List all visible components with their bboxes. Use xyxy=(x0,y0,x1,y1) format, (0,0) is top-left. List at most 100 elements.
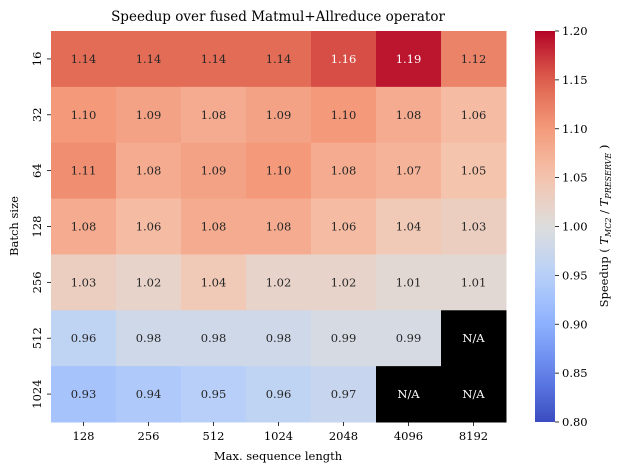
heatmap-cell xyxy=(311,142,377,200)
colorbar-tick-label: 0.90 xyxy=(562,317,588,331)
cell-value-label: 1.07 xyxy=(396,164,422,178)
cell-value-label: 1.09 xyxy=(266,108,292,122)
cell-value-label: 0.98 xyxy=(201,331,227,345)
colorbar-tick-label: 1.10 xyxy=(562,122,588,136)
cell-value-label: 0.98 xyxy=(136,331,162,345)
y-tick-label: 16 xyxy=(30,52,44,67)
y-tick-label: 1024 xyxy=(30,379,44,408)
heatmap-cell xyxy=(246,142,312,200)
heatmap-cell xyxy=(116,31,182,88)
heatmap-cell xyxy=(246,198,312,255)
x-tick-label: 8192 xyxy=(459,429,488,443)
heatmap-cell xyxy=(311,366,377,423)
heatmap-cell xyxy=(246,366,312,423)
cell-value-label: 1.10 xyxy=(266,164,292,178)
heatmap-cell xyxy=(181,198,247,255)
cell-value-label: 1.14 xyxy=(201,52,227,66)
cell-value-label: 1.06 xyxy=(461,108,487,122)
cell-value-label: 1.04 xyxy=(396,220,422,234)
cell-value-label: 1.19 xyxy=(396,52,422,66)
heatmap-cell xyxy=(51,366,117,423)
colorbar-label-t2: T xyxy=(597,197,611,206)
cell-value-label: 1.12 xyxy=(461,52,487,66)
cell-value-label: 0.93 xyxy=(71,387,97,401)
heatmap-cell xyxy=(181,142,247,200)
heatmap-cell xyxy=(116,310,182,367)
heatmap-cell xyxy=(181,254,247,311)
heatmap-cell xyxy=(181,86,247,144)
heatmap-cell xyxy=(181,310,247,367)
colorbar-tick-label: 1.15 xyxy=(562,73,588,87)
y-tick-label: 256 xyxy=(30,271,44,293)
y-axis: 16 32 64 128 256 512 1024 xyxy=(30,52,51,409)
heatmap-cell xyxy=(376,86,442,144)
x-axis: 128 256 512 1024 2048 4096 8192 xyxy=(73,422,488,443)
heatmap-cell xyxy=(376,366,442,423)
colorbar-tick-label: 0.80 xyxy=(562,415,588,429)
y-tick-label: 512 xyxy=(30,327,44,349)
cell-value-label: 1.09 xyxy=(201,164,227,178)
heatmap-cell xyxy=(441,310,507,367)
cell-value-label: 1.06 xyxy=(331,220,357,234)
cell-value-label: 1.14 xyxy=(136,52,162,66)
cell-value-label: 1.14 xyxy=(71,52,97,66)
heatmap-cell xyxy=(311,86,377,144)
cell-value-label: 1.08 xyxy=(266,220,292,234)
y-tick-label: 64 xyxy=(30,163,44,178)
heatmap-cell xyxy=(311,31,377,88)
heatmap-cell xyxy=(441,142,507,200)
y-tick-label: 32 xyxy=(30,107,44,122)
cell-value-label: 0.96 xyxy=(266,387,292,401)
cell-value-label: 1.10 xyxy=(71,108,97,122)
x-tick-label: 2048 xyxy=(329,429,358,443)
heatmap-cell xyxy=(441,254,507,311)
cell-value-label: 0.95 xyxy=(201,387,227,401)
heatmap-cell-labels: 1.14 1.14 1.14 1.14 1.16 1.19 1.12 1.10 1.09 1.08… xyxy=(71,52,487,401)
cell-value-label: 1.03 xyxy=(461,220,487,234)
x-axis-label: Max. sequence length xyxy=(214,449,343,463)
heatmap-cell xyxy=(246,31,312,88)
heatmap-cell xyxy=(376,198,442,255)
cell-value-label: 1.08 xyxy=(396,108,422,122)
colorbar-label-slash: / xyxy=(597,206,611,217)
heatmap-cell xyxy=(441,366,507,423)
colorbar-label-prefix: Speedup ( xyxy=(597,245,611,308)
cell-value-label: 0.99 xyxy=(396,331,422,345)
heatmap-cell xyxy=(311,254,377,311)
cell-value-label: 1.06 xyxy=(136,220,162,234)
colorbar-label-t2-sub: PRESERVE xyxy=(604,153,613,200)
x-tick-label: 512 xyxy=(203,429,225,443)
colorbar-tick-label: 0.85 xyxy=(562,366,588,380)
heatmap-cell xyxy=(51,198,117,255)
cell-value-label: 1.14 xyxy=(266,52,292,66)
x-tick-label: 256 xyxy=(138,429,160,443)
cell-value-label: 1.01 xyxy=(461,275,487,289)
cell-value-label: 1.10 xyxy=(331,108,357,122)
colorbar-tick-label: 1.00 xyxy=(562,220,588,234)
heatmap-cell xyxy=(51,254,117,311)
cell-value-label: 1.01 xyxy=(396,275,422,289)
heatmap-cell xyxy=(441,86,507,144)
heatmap-cell xyxy=(246,310,312,367)
colorbar-tick-label: 1.05 xyxy=(562,171,588,185)
cell-value-label: 1.08 xyxy=(331,164,357,178)
cell-value-label: 1.11 xyxy=(71,164,97,178)
heatmap-cell xyxy=(311,198,377,255)
cell-value-label: 0.98 xyxy=(266,331,292,345)
cell-value-label: N/A xyxy=(462,331,485,345)
heatmap-cell xyxy=(181,366,247,423)
heatmap-cell xyxy=(116,86,182,144)
cell-value-label: 1.02 xyxy=(136,275,162,289)
cell-value-label: 1.08 xyxy=(71,220,97,234)
heatmap-cell xyxy=(51,86,117,144)
heatmap-cell xyxy=(246,86,312,144)
heatmap-cells xyxy=(51,31,507,423)
heatmap-cell xyxy=(376,254,442,311)
colorbar-gradient xyxy=(535,31,555,422)
heatmap-cell xyxy=(116,254,182,311)
heatmap-cell xyxy=(376,142,442,200)
cell-value-label: 0.99 xyxy=(331,331,357,345)
heatmap-cell xyxy=(246,254,312,311)
cell-value-label: 1.02 xyxy=(266,275,292,289)
